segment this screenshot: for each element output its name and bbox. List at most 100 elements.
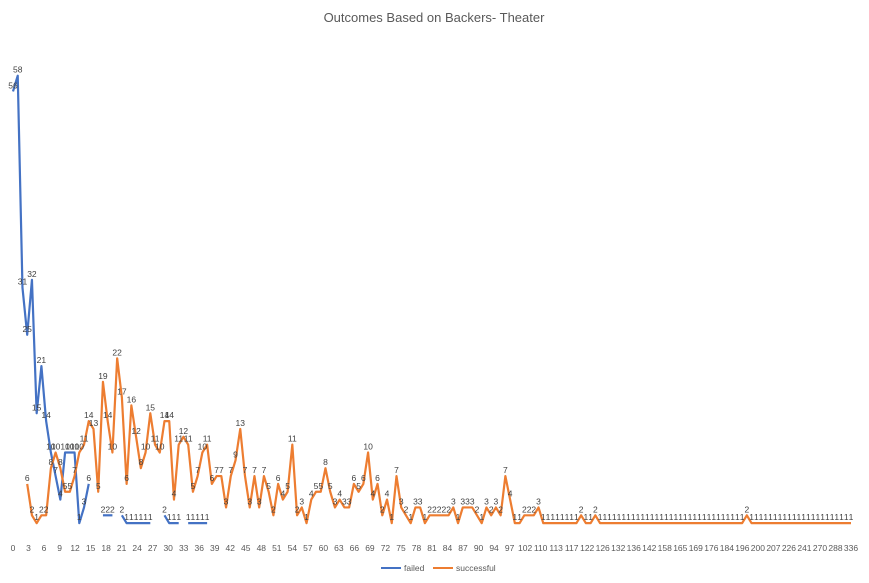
x-tick-label: 39 (210, 543, 220, 553)
legend-label-successful: successful (456, 563, 496, 573)
x-tick-label: 113 (549, 543, 563, 553)
data-label-successful: 10 (141, 442, 151, 452)
data-label-failed: 10 (46, 442, 56, 452)
data-label-successful: 1 (673, 512, 678, 522)
data-label-successful: 1 (389, 512, 394, 522)
data-label-successful: 2 (437, 504, 442, 514)
data-label-successful: 1 (664, 512, 669, 522)
data-label-successful: 1 (792, 512, 797, 522)
x-tick-label: 200 (751, 543, 765, 553)
data-label-successful: 5 (67, 481, 72, 491)
data-label-successful: 12 (131, 426, 141, 436)
x-tick-label: 184 (720, 543, 734, 553)
data-label-successful: 1 (588, 512, 593, 522)
data-label-successful: 1 (849, 512, 854, 522)
x-tick-label: 94 (489, 543, 499, 553)
x-tick-label: 69 (365, 543, 375, 553)
data-label-successful: 1 (754, 512, 759, 522)
data-label-successful: 7 (262, 465, 267, 475)
data-label-successful: 8 (138, 457, 143, 467)
x-tick-label: 72 (381, 543, 391, 553)
x-tick-label: 84 (443, 543, 453, 553)
data-label-successful: 7 (228, 465, 233, 475)
data-label-successful: 11 (80, 434, 89, 444)
data-label-successful: 5 (314, 481, 319, 491)
data-label-successful: 3 (494, 496, 499, 506)
x-tick-label: 18 (101, 543, 111, 553)
data-label-successful: 11 (174, 434, 183, 444)
data-label-successful: 1 (631, 512, 636, 522)
data-label-successful: 2 (44, 504, 49, 514)
data-label-successful: 14 (160, 410, 170, 420)
data-label-failed: 21 (37, 355, 47, 365)
data-label-successful: 4 (309, 489, 314, 499)
data-label-failed: 2 (101, 504, 106, 514)
data-label-successful: 1 (34, 512, 39, 522)
data-label-successful: 1 (735, 512, 740, 522)
data-label-successful: 1 (806, 512, 811, 522)
data-label-successful: 1 (456, 512, 461, 522)
plot-lines (11, 74, 851, 525)
data-label-failed: 2 (162, 504, 167, 514)
data-label-successful: 7 (72, 465, 77, 475)
data-label-successful: 4 (508, 489, 513, 499)
x-tick-label: 15 (86, 543, 96, 553)
data-label-successful: 3 (484, 496, 489, 506)
data-label-successful: 4 (385, 489, 390, 499)
data-label-successful: 1 (541, 512, 546, 522)
data-label-successful: 1 (801, 512, 806, 522)
data-label-successful: 5 (285, 481, 290, 491)
chart-title: Outcomes Based on Backers- Theater (324, 10, 546, 25)
data-label-successful: 5 (191, 481, 196, 491)
data-label-successful: 7 (219, 465, 224, 475)
data-label-successful: 11 (151, 434, 160, 444)
data-label-successful: 1 (650, 512, 655, 522)
data-label-successful: 1 (598, 512, 603, 522)
x-tick-label: 207 (766, 543, 780, 553)
data-label-failed: 1 (77, 512, 82, 522)
data-label-failed: 1 (205, 512, 210, 522)
data-label-successful: 1 (707, 512, 712, 522)
data-label-successful: 2 (30, 504, 35, 514)
data-label-successful: 7 (195, 465, 200, 475)
data-label-successful: 2 (295, 504, 300, 514)
data-label-failed: 1 (195, 512, 200, 522)
data-label-successful: 5 (356, 481, 361, 491)
data-label-successful: 1 (834, 512, 839, 522)
data-label-successful: 7 (503, 465, 508, 475)
data-label-successful: 10 (108, 442, 118, 452)
x-tick-label: 142 (642, 543, 656, 553)
data-label-failed: 10 (70, 442, 80, 452)
x-tick-label: 110 (534, 543, 548, 553)
data-label-successful: 1 (763, 512, 768, 522)
data-label-successful: 5 (96, 481, 101, 491)
data-label-successful: 2 (475, 504, 480, 514)
x-tick-label: 12 (70, 543, 80, 553)
data-label-successful: 3 (342, 496, 347, 506)
data-label-successful: 1 (669, 512, 674, 522)
data-label-successful: 1 (721, 512, 726, 522)
data-label-successful: 1 (702, 512, 707, 522)
data-label-successful: 8 (323, 457, 328, 467)
x-tick-label: 81 (427, 543, 437, 553)
data-label-failed: 1 (172, 512, 177, 522)
data-label-failed: 1 (191, 512, 196, 522)
data-label-successful: 1 (423, 512, 428, 522)
data-label-failed: 2 (105, 504, 110, 514)
x-tick-label: 30 (163, 543, 173, 553)
data-label-successful: 3 (460, 496, 465, 506)
data-label-successful: 1 (688, 512, 693, 522)
data-label-successful: 1 (479, 512, 484, 522)
x-tick-label: 270 (813, 543, 827, 553)
x-tick-label: 45 (241, 543, 251, 553)
data-label-successful: 4 (172, 489, 177, 499)
x-tick-label: 27 (148, 543, 158, 553)
x-tick-label: 136 (627, 543, 641, 553)
data-label-successful: 1 (626, 512, 631, 522)
data-label-successful: 2 (498, 504, 503, 514)
x-tick-label: 21 (117, 543, 127, 553)
data-label-successful: 14 (103, 410, 113, 420)
data-label-successful: 11 (184, 434, 193, 444)
data-label-failed: 4 (58, 489, 63, 499)
data-label-successful: 3 (333, 496, 338, 506)
